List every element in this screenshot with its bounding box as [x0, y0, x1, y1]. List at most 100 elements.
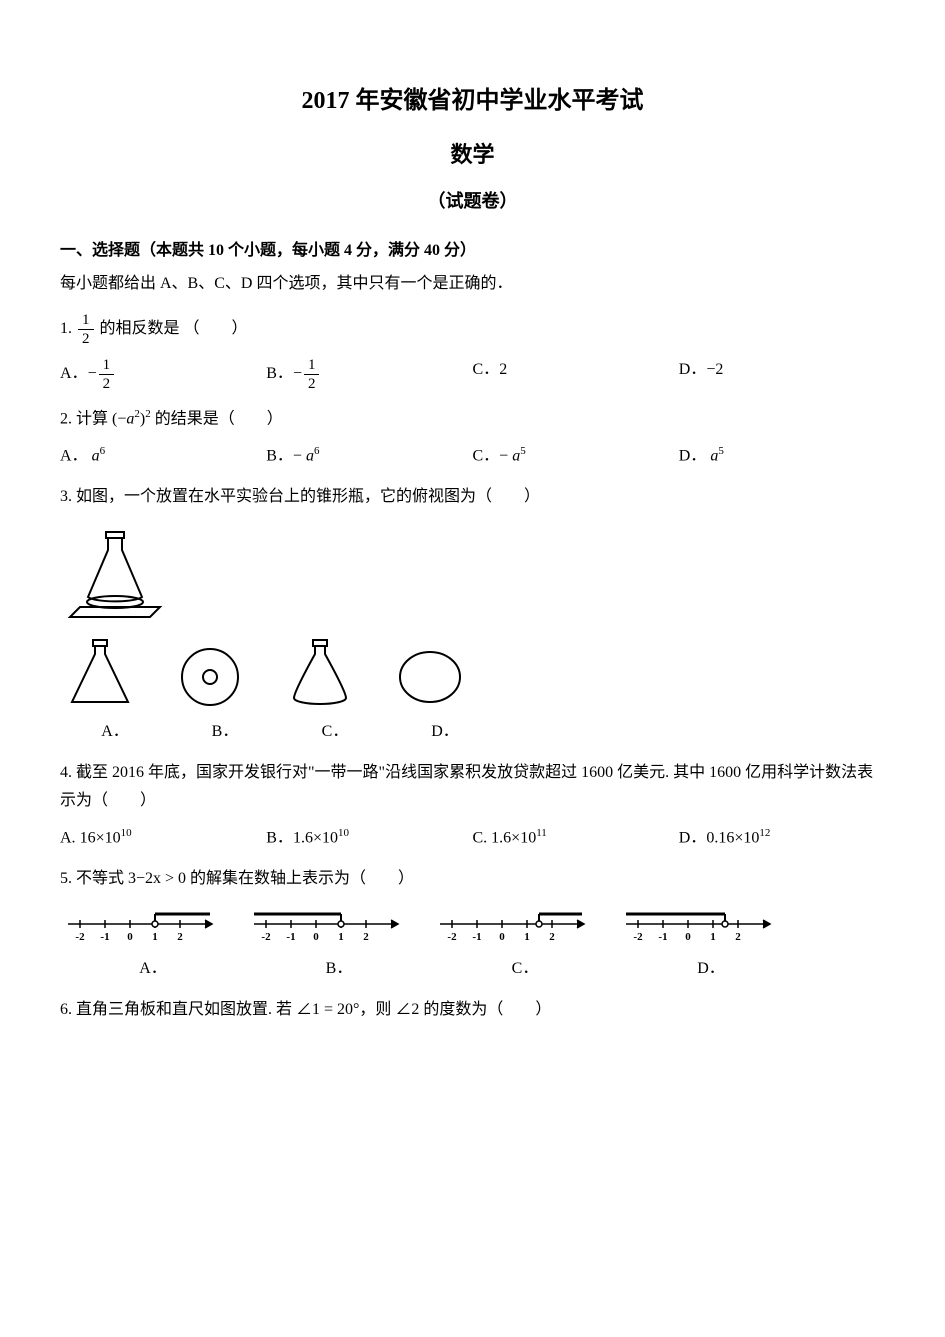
svg-text:-1: -1	[100, 931, 109, 943]
question-2: 2. 计算 (−a2)2 的结果是（ ）	[60, 405, 885, 434]
q4-option-d[interactable]: D．0.16×1012	[679, 824, 885, 853]
q1-c-val: 2	[499, 361, 507, 378]
q2-a-exp: 6	[100, 445, 106, 457]
q5-numberline-d-icon: -2 -1 0 1 2	[618, 904, 778, 949]
q2-pre: 2. 计算 (−	[60, 410, 126, 427]
q3-label-c[interactable]: C．	[280, 718, 390, 747]
q2-c-var: a	[512, 447, 520, 464]
question-1: 1. 1 2 的相反数是 （ ）	[60, 311, 885, 348]
q1-option-d[interactable]: D．−2	[679, 356, 885, 393]
q4-option-b[interactable]: B．1.6×1010	[266, 824, 472, 853]
option-label: D．	[679, 830, 707, 847]
q2-a-var: a	[92, 447, 100, 464]
q1-b-fraction: 12	[304, 356, 320, 393]
q4-d-base: 0.16×10	[706, 830, 759, 847]
option-label: B．	[266, 365, 293, 382]
svg-text:2: 2	[735, 931, 741, 943]
q5-numberlines: -2 -1 0 1 2 -2 -1 0 1 2 -2 -1 0 1 2	[60, 904, 885, 949]
svg-text:0: 0	[127, 931, 133, 943]
q4-b-base: 1.6×10	[293, 830, 338, 847]
q4-b-exp: 10	[338, 827, 349, 839]
q2-option-d[interactable]: D． a5	[679, 442, 885, 471]
q3-option-figures	[60, 632, 885, 712]
q2-options: A． a6 B．− a6 C．− a5 D． a5	[60, 442, 885, 471]
q1-fraction: 1 2	[78, 311, 94, 348]
q5-label-b[interactable]: B．	[246, 955, 432, 984]
q3-option-b-icon	[170, 632, 250, 712]
q4-option-c[interactable]: C. 1.6×1011	[473, 824, 679, 853]
svg-text:-2: -2	[633, 931, 643, 943]
question-4: 4. 截至 2016 年底，国家开发银行对"一带一路"沿线国家累积发放贷款超过 …	[60, 759, 885, 817]
svg-text:2: 2	[549, 931, 555, 943]
svg-text:1: 1	[338, 931, 344, 943]
svg-text:-2: -2	[75, 931, 85, 943]
q4-option-a[interactable]: A. 16×1010	[60, 824, 266, 853]
svg-text:-2: -2	[447, 931, 457, 943]
question-5: 5. 不等式 3−2x > 0 的解集在数轴上表示为（ ）	[60, 865, 885, 894]
q2-b-var: a	[306, 447, 314, 464]
svg-text:-1: -1	[472, 931, 481, 943]
q1-number: 1.	[60, 320, 72, 337]
q1-text: 的相反数是	[100, 320, 180, 337]
q3-label-a[interactable]: A．	[60, 718, 170, 747]
q5-option-labels: A． B． C． D．	[60, 955, 885, 984]
option-label: A．	[60, 365, 88, 382]
option-label: B．	[266, 830, 293, 847]
svg-text:1: 1	[710, 931, 716, 943]
svg-text:0: 0	[313, 931, 319, 943]
q4-options: A. 16×1010 B．1.6×1010 C. 1.6×1011 D．0.16…	[60, 824, 885, 853]
question-3: 3. 如图，一个放置在水平实验台上的锥形瓶，它的俯视图为（ ）	[60, 483, 885, 512]
q1-options: A．−12 B．−12 C．2 D．−2	[60, 356, 885, 393]
q3-label-b[interactable]: B．	[170, 718, 280, 747]
q3-option-c-icon	[280, 632, 360, 712]
q2-d-exp: 5	[718, 445, 724, 457]
q2-option-b[interactable]: B．− a6	[266, 442, 472, 471]
q1-blank: （ ）	[184, 320, 248, 337]
q2-after: 的结果是（ ）	[151, 410, 283, 427]
q1-option-a[interactable]: A．−12	[60, 356, 266, 393]
svg-text:-1: -1	[658, 931, 667, 943]
q3-main-figure	[60, 522, 885, 622]
q5-numberline-a-icon: -2 -1 0 1 2	[60, 904, 220, 949]
option-label: C.	[473, 830, 492, 847]
q4-d-exp: 12	[759, 827, 770, 839]
q5-label-a[interactable]: A．	[60, 955, 246, 984]
section-heading: 一、选择题（本题共 10 个小题，每小题 4 分，满分 40 分）	[60, 237, 885, 266]
flask-on-table-icon	[60, 522, 180, 622]
q1-frac-den: 2	[78, 330, 94, 348]
option-label: B．−	[266, 447, 302, 464]
exam-title: 2017 年安徽省初中学业水平考试	[60, 80, 885, 123]
option-label: A．	[60, 447, 88, 464]
q4-c-exp: 11	[536, 827, 547, 839]
section-instruction: 每小题都给出 A、B、C、D 四个选项，其中只有一个是正确的．	[60, 270, 885, 299]
svg-text:1: 1	[524, 931, 530, 943]
q4-a-exp: 10	[121, 827, 132, 839]
svg-text:0: 0	[685, 931, 691, 943]
q2-option-a[interactable]: A． a6	[60, 442, 266, 471]
svg-text:2: 2	[177, 931, 183, 943]
q5-numberline-b-icon: -2-1012	[246, 904, 406, 949]
subject-title: 数学	[60, 135, 885, 175]
q1-option-c[interactable]: C．2	[473, 356, 679, 393]
q2-b-exp: 6	[314, 445, 320, 457]
q4-c-base: 1.6×10	[491, 830, 536, 847]
q2-c-exp: 5	[520, 445, 526, 457]
option-label: D．	[679, 361, 707, 378]
q3-option-d-icon	[390, 632, 470, 712]
q3-label-d[interactable]: D．	[390, 718, 500, 747]
q1-a-fraction: 12	[99, 356, 115, 393]
q5-label-c[interactable]: C．	[432, 955, 618, 984]
q5-label-d[interactable]: D．	[618, 955, 804, 984]
q3-option-labels: A． B． C． D．	[60, 718, 885, 747]
svg-text:1: 1	[152, 931, 158, 943]
svg-text:2: 2	[363, 931, 369, 943]
q2-option-c[interactable]: C．− a5	[473, 442, 679, 471]
option-label: D．	[679, 447, 707, 464]
svg-text:0: 0	[499, 931, 505, 943]
option-label: C．−	[473, 447, 509, 464]
svg-text:-1: -1	[286, 931, 295, 943]
question-6: 6. 直角三角板和直尺如图放置. 若 ∠1 = 20°，则 ∠2 的度数为（ ）	[60, 996, 885, 1025]
q1-option-b[interactable]: B．−12	[266, 356, 472, 393]
q5-numberline-c-icon: -2 -1 0 1 2	[432, 904, 592, 949]
q1-frac-num: 1	[78, 311, 94, 330]
